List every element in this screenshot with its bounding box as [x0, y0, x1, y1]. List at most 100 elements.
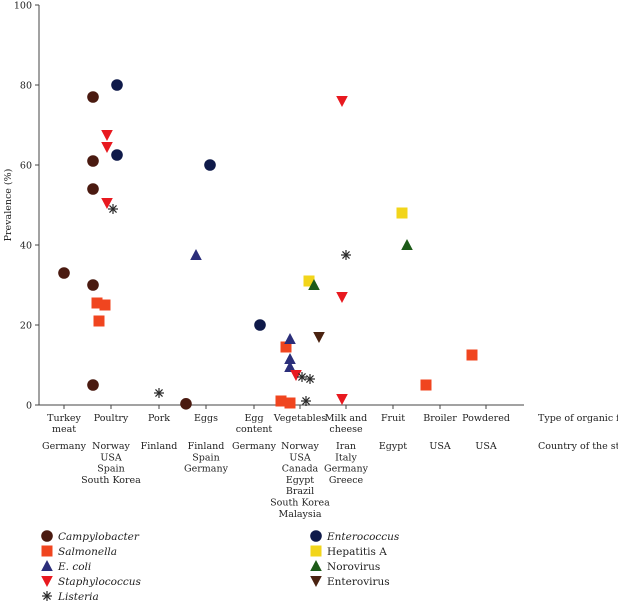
country-label: Canada — [282, 464, 319, 475]
data-points — [58, 79, 478, 410]
category-label: Eggs — [194, 413, 218, 424]
legend-label: Enterovirus — [327, 576, 390, 588]
data-point — [254, 319, 266, 331]
data-point — [336, 292, 348, 303]
country-label: Spain — [97, 464, 124, 475]
country-label: South Korea — [270, 498, 330, 509]
data-point — [99, 299, 111, 311]
axes: 0 20 40 60 80 100 Prevalence (%) — [3, 1, 524, 412]
legend-marker — [310, 530, 322, 542]
country-label: Norway — [281, 441, 319, 452]
data-point — [401, 239, 413, 250]
data-point — [275, 395, 287, 407]
legend-label: Hepatitis A — [327, 546, 387, 558]
data-point — [420, 379, 432, 391]
legend-entry: E. coli — [41, 560, 91, 573]
legend-entry: Staphylococcus — [41, 576, 141, 588]
country-label: South Korea — [81, 475, 141, 486]
data-point — [303, 275, 315, 287]
category-label: Powdered — [462, 413, 510, 424]
country-label: Germany — [324, 464, 369, 475]
data-point — [93, 315, 105, 327]
country-label: USA — [100, 452, 122, 463]
legend-marker — [310, 560, 322, 571]
country-label: Germany — [184, 464, 229, 475]
series-hepatitis-a — [303, 207, 408, 287]
country-label: Greece — [329, 475, 364, 486]
category-label: Turkey — [47, 413, 81, 424]
category-label: content — [236, 424, 273, 435]
y-tick-label: 60 — [20, 161, 32, 172]
category-labels: TurkeymeatGermanyPoultryNorwayUSASpainSo… — [42, 413, 618, 520]
data-point — [466, 349, 478, 361]
data-point — [108, 204, 118, 214]
y-tick-label: 20 — [20, 321, 32, 332]
data-point — [190, 249, 202, 260]
country-label: Malaysia — [278, 509, 321, 520]
data-point — [87, 91, 99, 103]
y-tick-label: 0 — [26, 401, 32, 412]
category-label: meat — [52, 424, 76, 435]
legend-label: Salmonella — [58, 546, 117, 558]
y-tick-label: 100 — [14, 1, 32, 12]
series-staphylococcus — [101, 96, 348, 405]
series-e-coli — [190, 249, 296, 372]
y-tick-label: 80 — [20, 81, 32, 92]
data-point — [305, 374, 315, 384]
data-point — [91, 297, 103, 309]
legend-entry: Listeria — [42, 591, 99, 601]
data-point — [101, 130, 113, 141]
series-campylobacter — [58, 91, 192, 410]
data-point — [341, 250, 351, 260]
data-point — [336, 96, 348, 107]
legend-marker — [41, 576, 53, 587]
data-point — [313, 332, 325, 343]
legend-label: E. coli — [57, 561, 91, 573]
data-point — [87, 183, 99, 195]
legend: Campylobacter Salmonella E. coli Staphyloco… — [41, 530, 400, 601]
category-label: Milk and — [325, 413, 367, 424]
series-enterovirus — [313, 332, 325, 343]
data-point — [284, 397, 296, 409]
data-point — [87, 379, 99, 391]
category-label: cheese — [329, 424, 363, 435]
legend-entry: Campylobacter — [41, 530, 140, 543]
data-point — [280, 341, 292, 353]
data-point — [204, 159, 216, 171]
legend-marker — [41, 545, 53, 557]
category-label: Egg — [244, 413, 263, 424]
data-point — [290, 370, 302, 381]
data-point — [154, 388, 164, 398]
legend-marker — [41, 530, 53, 542]
y-tick-label: 40 — [20, 241, 32, 252]
legend-label: Enterococcus — [326, 531, 400, 543]
country-label: Germany — [232, 441, 277, 452]
category-label: Broiler — [423, 413, 457, 424]
data-point — [284, 361, 296, 372]
row-label-country: Country of the study — [538, 441, 618, 452]
data-point — [308, 279, 320, 290]
country-label: USA — [475, 441, 497, 452]
data-point — [101, 142, 113, 153]
legend-marker — [42, 591, 52, 601]
country-label: Spain — [192, 452, 219, 463]
data-point — [111, 149, 123, 161]
series-enterococcus — [111, 79, 266, 331]
legend-label: Norovirus — [327, 561, 380, 573]
data-point — [336, 394, 348, 405]
data-point — [101, 198, 113, 209]
country-label: Italy — [335, 452, 357, 463]
series-salmonella — [91, 297, 478, 409]
category-label: Vegetables — [273, 413, 327, 424]
data-point — [87, 279, 99, 291]
series-norovirus — [308, 239, 413, 290]
category-label: Fruit — [381, 413, 405, 424]
data-point — [180, 398, 192, 410]
country-label: Egypt — [379, 441, 407, 452]
legend-label: Campylobacter — [58, 531, 140, 543]
country-label: Finland — [188, 441, 225, 452]
legend-entry: Enterovirus — [310, 576, 390, 588]
data-point — [58, 267, 70, 279]
legend-label: Staphylococcus — [58, 576, 141, 588]
